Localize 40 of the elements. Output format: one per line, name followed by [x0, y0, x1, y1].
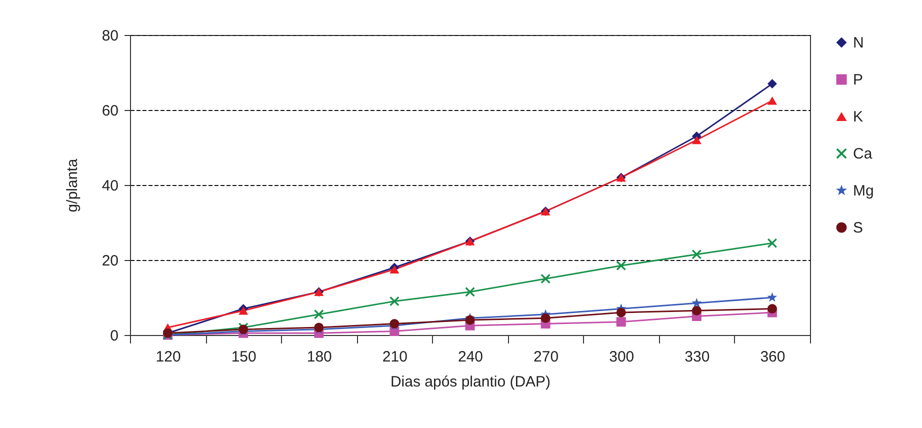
point — [767, 238, 777, 248]
y-tick-label: 20 — [102, 252, 118, 270]
point — [238, 306, 248, 315]
legend-label: S — [853, 220, 864, 236]
point — [616, 317, 626, 327]
x-tick-label: 330 — [684, 348, 710, 366]
point — [465, 315, 475, 325]
point — [390, 265, 400, 274]
x-tick-label: 240 — [458, 348, 484, 366]
point — [692, 298, 702, 308]
x-tick-label: 150 — [231, 348, 256, 366]
point — [767, 292, 778, 302]
x-tick-label: 210 — [382, 348, 408, 366]
legend-label: K — [853, 108, 864, 126]
x-axis-title: Dias após plantio (DAP) — [390, 374, 551, 390]
y-tick-label: 60 — [102, 102, 118, 120]
point — [692, 136, 702, 144]
x-tick-label: 300 — [609, 348, 634, 366]
x-tick-label: 180 — [306, 348, 332, 366]
point — [692, 250, 702, 260]
legend-label: N — [853, 34, 864, 52]
point — [767, 304, 777, 314]
point — [616, 308, 626, 318]
legend-label: Ca — [853, 146, 873, 162]
legend-label: Mg — [853, 182, 874, 200]
point — [767, 96, 777, 105]
point — [465, 287, 475, 297]
point — [314, 310, 324, 320]
x-tick-label: 120 — [156, 348, 181, 366]
legend-label: P — [853, 72, 864, 88]
y-axis-title: g/planta — [64, 158, 81, 212]
point — [616, 260, 626, 270]
y-tick-label: 80 — [102, 28, 118, 44]
y-tick-label: 0 — [110, 328, 118, 344]
y-tick-label: 40 — [102, 178, 118, 194]
point — [540, 313, 550, 323]
point — [692, 306, 702, 316]
point — [767, 79, 777, 88]
x-tick-label: 360 — [760, 348, 786, 366]
x-tick-label: 270 — [534, 348, 559, 366]
